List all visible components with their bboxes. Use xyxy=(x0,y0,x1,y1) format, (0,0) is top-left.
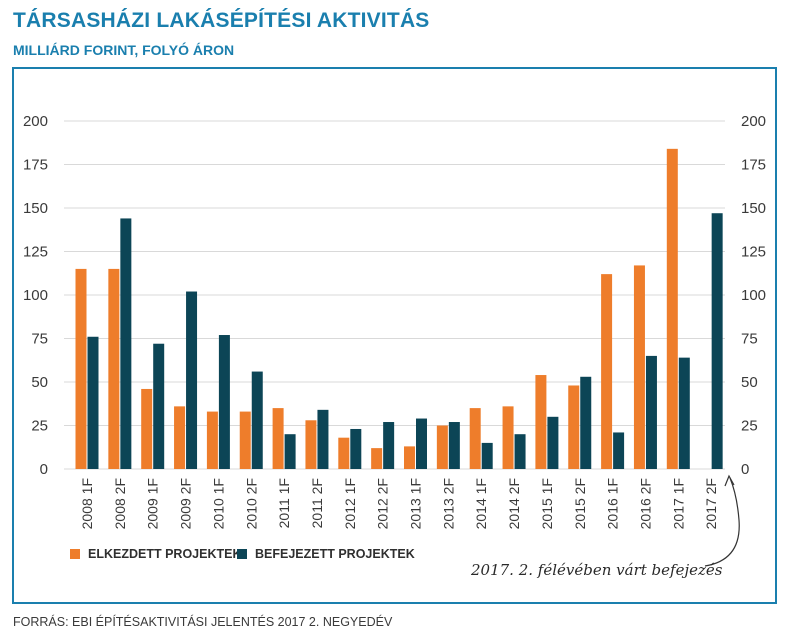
bar-completed xyxy=(87,336,99,469)
bar-completed xyxy=(350,428,362,469)
bar-started xyxy=(305,420,317,469)
bar-completed xyxy=(416,418,427,469)
bar-completed xyxy=(481,442,493,469)
x-tick-label: 2012 1F xyxy=(342,478,358,529)
x-tick-label: 2017 1F xyxy=(670,478,686,529)
bar-completed xyxy=(448,422,460,469)
bar-started xyxy=(141,388,153,469)
y-tick-label-right: 200 xyxy=(741,113,766,130)
source-note: FORRÁS: EBI ÉPÍTÉSAKTIVITÁSI JELENTÉS 20… xyxy=(13,615,393,629)
bar-started xyxy=(108,268,120,469)
annotation-arrow xyxy=(704,477,740,567)
x-tick-label: 2011 1F xyxy=(276,478,292,528)
annotation-arrowhead xyxy=(724,474,735,487)
y-tick-label-right: 175 xyxy=(741,157,766,174)
bar-started xyxy=(568,385,580,469)
legend-item-started: ELKEZDETT PROJEKTEK xyxy=(70,546,242,562)
y-tick-label-left: 75 xyxy=(31,331,48,348)
bar-started xyxy=(404,446,415,469)
x-tick-label: 2008 2F xyxy=(112,478,128,529)
x-tick-label: 2009 2F xyxy=(178,478,194,529)
bar-started xyxy=(174,406,186,469)
y-tick-label-left: 175 xyxy=(23,157,48,174)
bar-started xyxy=(502,406,514,469)
bar-started xyxy=(666,148,678,469)
bar-completed xyxy=(251,371,263,469)
y-tick-label-left: 150 xyxy=(23,200,48,217)
bar-completed xyxy=(580,376,592,469)
legend-item-completed: BEFEJEZETT PROJEKTEK xyxy=(237,546,415,562)
bar-started xyxy=(371,448,383,469)
bar-completed xyxy=(186,291,198,469)
legend-label-started: ELKEZDETT PROJEKTEK xyxy=(88,547,242,561)
bar-completed xyxy=(711,213,723,469)
x-tick-label: 2013 1F xyxy=(408,478,424,529)
y-tick-label-left: 200 xyxy=(23,113,48,130)
y-tick-label-right: 50 xyxy=(741,374,758,391)
y-tick-label-left: 100 xyxy=(23,287,48,304)
bar-started xyxy=(338,437,350,469)
y-tick-label-right: 75 xyxy=(741,331,758,348)
bar-completed xyxy=(645,355,657,469)
bar-started xyxy=(206,411,218,469)
x-tick-label: 2016 1F xyxy=(605,478,621,529)
legend-label-completed: BEFEJEZETT PROJEKTEK xyxy=(255,547,415,561)
y-tick-label-right: 150 xyxy=(741,200,766,217)
y-tick-label-left: 125 xyxy=(23,244,48,261)
x-tick-label: 2014 2F xyxy=(506,478,522,529)
bar-completed xyxy=(547,416,559,469)
bar-started xyxy=(239,411,251,469)
bar-completed xyxy=(284,434,296,469)
expected-completion-note: 2017. 2. félévében várt befejezés xyxy=(471,561,723,579)
y-tick-label-right: 0 xyxy=(741,461,749,478)
legend-swatch-started xyxy=(70,549,80,559)
y-tick-label-right: 100 xyxy=(741,287,766,304)
bar-completed xyxy=(383,422,395,469)
x-tick-label: 2010 2F xyxy=(243,478,259,529)
bar-completed xyxy=(153,343,165,469)
x-tick-label: 2017 2F xyxy=(703,478,719,529)
bar-completed xyxy=(218,335,230,469)
x-tick-label: 2012 2F xyxy=(375,478,391,529)
bar-started xyxy=(436,425,448,469)
x-tick-label: 2011 2F xyxy=(309,478,325,528)
y-tick-label-left: 50 xyxy=(31,374,48,391)
bar-completed xyxy=(514,434,526,469)
bar-started xyxy=(601,274,613,469)
bar-started xyxy=(535,375,547,469)
chart-title: TÁRSASHÁZI LAKÁSÉPÍTÉSI AKTIVITÁS xyxy=(13,9,430,32)
x-tick-label: 2016 2F xyxy=(637,478,653,529)
x-tick-label: 2013 2F xyxy=(440,478,456,529)
x-tick-label: 2009 1F xyxy=(145,478,161,529)
chart-frame xyxy=(12,67,777,604)
x-tick-label: 2015 1F xyxy=(539,478,555,529)
chart-subtitle: MILLIÁRD FORINT, FOLYÓ ÁRON xyxy=(13,42,235,58)
bar-started xyxy=(272,408,284,469)
y-tick-label-right: 25 xyxy=(741,418,758,435)
y-tick-label-right: 125 xyxy=(741,244,766,261)
x-tick-label: 2015 2F xyxy=(572,478,588,529)
bar-started xyxy=(469,408,481,469)
bar-completed xyxy=(317,409,329,469)
bar-completed xyxy=(678,357,690,469)
bar-completed xyxy=(120,218,132,469)
x-tick-label: 2010 1F xyxy=(210,478,226,529)
legend-swatch-completed xyxy=(237,549,247,559)
x-tick-label: 2008 1F xyxy=(79,478,95,529)
y-tick-label-left: 0 xyxy=(40,461,48,478)
bar-completed xyxy=(613,432,625,469)
y-tick-label-left: 25 xyxy=(31,418,48,435)
x-tick-label: 2014 1F xyxy=(473,478,489,529)
bar-started xyxy=(75,268,87,469)
bar-started xyxy=(633,265,645,469)
